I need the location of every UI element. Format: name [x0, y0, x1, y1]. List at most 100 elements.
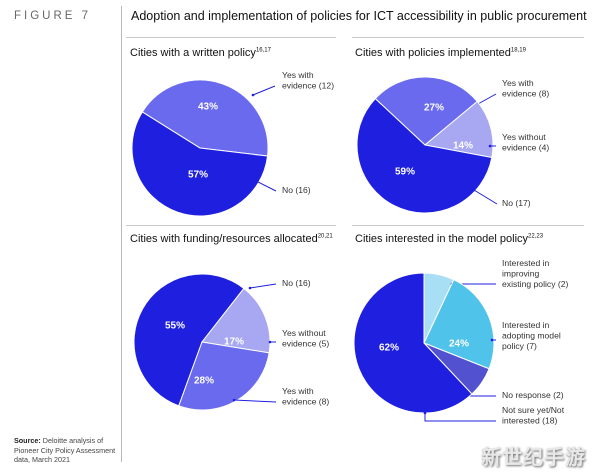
- pie-category-label-4-3: No response (2): [502, 390, 564, 400]
- pie-pct-label-3-1: 55%: [165, 321, 185, 332]
- pie-pct-label-4-2: 24%: [449, 339, 469, 350]
- pie-category-label-line: adopting model: [502, 331, 561, 341]
- panel-1-title-sup: 16,17: [255, 47, 271, 54]
- panel-3-rule: [126, 225, 336, 226]
- pie-category-label-line: interested (18): [502, 416, 558, 426]
- pie-slice-1-1: [141, 79, 269, 157]
- pie-pct-label-1-1: 43%: [198, 102, 218, 113]
- panel-2-title: Cities with policies implemented18,19: [355, 47, 526, 59]
- pie-slice-4-2: [423, 278, 495, 370]
- pie-leader-dot-4-4: [423, 411, 427, 415]
- pie-category-label-2-2: Yes without evidence (4): [502, 132, 549, 153]
- pie-category-label-line: Interested in: [502, 320, 550, 330]
- pie-category-label-line: Yes with: [282, 386, 314, 396]
- source-text-line1: Deloitte analysis of: [40, 436, 104, 445]
- pie-category-label-line: evidence (8): [282, 397, 329, 407]
- pie-leader-dot-3-1: [248, 286, 252, 290]
- pie-leader-line-1-1: [252, 85, 276, 96]
- pie-category-label-line: Yes with: [282, 70, 314, 80]
- pie-category-label-line: evidence (5): [282, 339, 329, 349]
- pie-slice-2-2: [423, 100, 494, 159]
- source-text-line2: Pioneer City Policy Assessment: [14, 445, 116, 455]
- pie-leader-line-3-3: [233, 399, 277, 403]
- pie-leader-dot-4-2: [490, 338, 494, 342]
- watermark-text: 新世纪手游: [481, 447, 586, 469]
- pie-pct-label-2-3: 59%: [395, 167, 415, 178]
- pie-category-label-line: existing policy (2): [502, 279, 569, 289]
- pie-pct-label-2-2: 14%: [453, 141, 473, 152]
- source-note: Source: Deloitte analysis of Pioneer Cit…: [14, 436, 115, 465]
- pie-pct-label-2-1: 27%: [424, 103, 444, 114]
- pie-category-label-line: Yes with: [502, 78, 534, 88]
- pie-category-label-line: Not sure yet/Not: [502, 405, 565, 415]
- pie-category-label-3-1: No (16): [282, 278, 311, 288]
- pie-category-label-line: No (16): [282, 185, 311, 195]
- panel-4-rule: [352, 225, 584, 226]
- panel-4-title-sup: 22,23: [528, 233, 544, 240]
- pie-slice-1-2: [131, 111, 269, 217]
- pie-category-label-line: Yes without: [282, 328, 326, 338]
- panel-3-title-sup: 20,21: [317, 233, 333, 240]
- pie-category-label-line: No response (2): [502, 390, 564, 400]
- pie-leader-dot-1-2: [252, 178, 256, 182]
- panel-4-title: Cities interested in the model policy22,…: [355, 233, 543, 245]
- pie-leader-line-3-1: [249, 283, 277, 289]
- pie-slice-3-1: [133, 273, 245, 407]
- panel-2-title-text: Cities with policies implemented: [355, 47, 511, 59]
- pie-chart-3: 55% No (16) 17% Yes without evidence (5) 28% Y…: [133, 273, 329, 411]
- source-label: Source:: [14, 436, 41, 445]
- pie-category-label-2-1: Yes with evidence (8): [502, 78, 549, 99]
- pie-leader-line-4-4: [424, 413, 496, 422]
- pie-pct-label-3-3: 28%: [194, 376, 214, 387]
- pie-leader-line-1-2: [253, 179, 277, 192]
- pie-leader-line-2-3: [473, 189, 498, 205]
- pie-category-label-line: No (16): [282, 278, 311, 288]
- pie-category-label-1-1: Yes with evidence (12): [282, 70, 334, 91]
- pie-category-label-4-2: Interested in adopting model policy (7): [502, 320, 561, 351]
- panel-2-title-sup: 18,19: [510, 47, 526, 54]
- pie-category-label-line: improving: [502, 269, 539, 279]
- pie-pct-label-1-2: 57%: [188, 170, 208, 181]
- panel-3-title: Cities with funding/resources allocated2…: [130, 233, 333, 245]
- pie-category-label-line: Yes without: [502, 132, 546, 142]
- figure-divider: [121, 6, 122, 462]
- pie-leader-dot-3-2: [268, 340, 272, 344]
- pie-slice-2-3: [356, 97, 493, 214]
- pie-chart-1: 43% Yes with evidence (12) 57% No (16): [131, 70, 334, 217]
- pie-slice-4-4: [353, 272, 473, 414]
- pie-category-label-2-3: No (17): [502, 198, 531, 208]
- figure-label: FIGURE 7: [14, 10, 92, 22]
- pie-leader-dot-2-3: [472, 188, 476, 192]
- pie-slice-2-1: [374, 76, 478, 146]
- pie-leader-line-2-1: [477, 93, 497, 105]
- pie-category-label-line: No (17): [502, 198, 531, 208]
- panel-4-title-text: Cities interested in the model policy: [355, 233, 529, 245]
- pie-leader-dot-3-3: [232, 398, 236, 402]
- pie-category-label-4-4: Not sure yet/Not interested (18): [502, 405, 565, 426]
- pie-category-label-3-2: Yes without evidence (5): [282, 328, 329, 349]
- pie-slice-3-2: [201, 287, 271, 354]
- pie-category-label-1-2: No (16): [282, 185, 311, 195]
- pie-category-label-line: Interested in: [502, 258, 550, 268]
- panel-3-title-text: Cities with funding/resources allocated: [130, 233, 318, 245]
- pie-category-label-line: evidence (12): [282, 81, 334, 91]
- pie-category-label-line: policy (7): [502, 341, 537, 351]
- panel-1-rule: [126, 37, 336, 38]
- panel-1-title: Cities with a written policy16,17: [130, 47, 271, 59]
- pie-leader-dot-2-2: [488, 144, 492, 148]
- figure-title: Adoption and implementation of policies …: [131, 9, 587, 23]
- pie-category-label-line: evidence (4): [502, 143, 549, 153]
- pie-leader-dot-1-1: [251, 93, 255, 97]
- source-text-line3: data, March 2021: [14, 455, 70, 464]
- pie-category-label-3-3: Yes with evidence (8): [282, 386, 329, 407]
- pie-category-label-line: evidence (8): [502, 89, 549, 99]
- panel-2-rule: [352, 37, 584, 38]
- pie-pct-label-4-4: 62%: [379, 343, 399, 354]
- panel-1-title-text: Cities with a written policy: [130, 47, 256, 59]
- pie-chart-2: 27%Yes with evidence (8)14%Yes without evi…: [356, 76, 549, 214]
- pie-slice-3-3: [178, 341, 270, 411]
- pie-category-label-4-1: Interested in improving existing policy (2…: [502, 258, 569, 289]
- pie-pct-label-3-2: 17%: [224, 337, 244, 348]
